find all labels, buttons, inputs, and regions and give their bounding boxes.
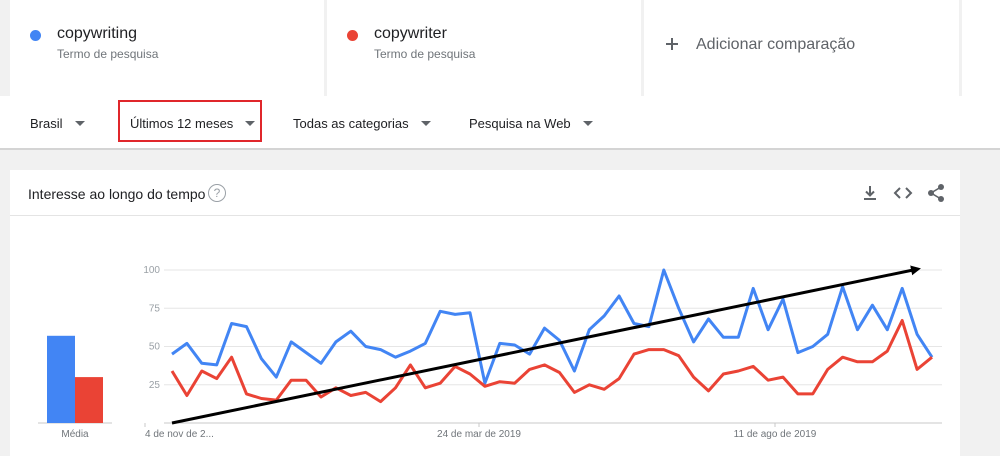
category-label: Todas as categorias <box>293 116 409 131</box>
share-icon[interactable] <box>925 182 947 204</box>
search-type-dropdown[interactable]: Pesquisa na Web <box>469 116 593 131</box>
term-type: Termo de pesquisa <box>374 47 476 61</box>
y-tick-label: 50 <box>149 342 161 353</box>
trend-arrow-annotation <box>171 265 921 425</box>
y-tick-label: 100 <box>143 265 160 276</box>
period-label: Últimos 12 meses <box>130 116 234 131</box>
x-tick-label: 24 de mar de 2019 <box>437 429 521 440</box>
chevron-down-icon <box>74 121 85 127</box>
series-line-copywriting <box>171 268 934 385</box>
term-card-copywriter[interactable]: copywriter Termo de pesquisa <box>327 0 641 96</box>
search-type-label: Pesquisa na Web <box>469 116 571 131</box>
category-dropdown[interactable]: Todas as categorias <box>293 116 431 131</box>
average-label: Média <box>61 429 89 440</box>
y-tick-label: 75 <box>149 303 161 314</box>
region-dropdown[interactable]: Brasil <box>30 116 85 131</box>
average-bar-copywriter <box>75 377 103 423</box>
y-tick-label: 25 <box>149 380 161 391</box>
term-card-spacer <box>962 0 1000 96</box>
term-card-copywriting[interactable]: copywriting Termo de pesquisa <box>10 0 324 96</box>
term-name: copywriting <box>57 25 138 42</box>
chevron-down-icon <box>420 121 431 127</box>
average-bar-copywriting <box>47 335 75 423</box>
add-comparison-label: Adicionar comparação <box>696 36 856 53</box>
help-icon[interactable]: ? <box>208 184 226 202</box>
term-type: Termo de pesquisa <box>57 47 159 61</box>
chevron-down-icon <box>582 121 593 127</box>
interest-chart: 25 50 75 100 4 de nov de 2... 24 de mar de 20… <box>38 265 942 440</box>
period-dropdown[interactable]: Últimos 12 meses <box>130 116 256 131</box>
card-title: Interesse ao longo do tempo <box>28 186 206 202</box>
download-icon[interactable] <box>859 182 881 204</box>
card-header: Interesse ao longo do tempo ? <box>10 170 960 216</box>
period-highlight-annotation <box>118 100 262 142</box>
term-name: copywriter <box>374 25 447 42</box>
series-line-copywriter <box>170 319 933 404</box>
comparison-bar: copywriting Termo de pesquisa copywriter… <box>0 0 1000 96</box>
series-color-dot <box>347 30 358 41</box>
x-tick-label: 4 de nov de 2... <box>145 429 214 440</box>
x-tick-label: 11 de ago de 2019 <box>734 429 817 440</box>
region-label: Brasil <box>30 116 63 131</box>
chevron-down-icon <box>245 121 256 127</box>
interest-over-time-card: Interesse ao longo do tempo ? <box>10 170 960 456</box>
embed-code-icon[interactable] <box>892 182 914 204</box>
plus-icon <box>666 38 678 50</box>
add-comparison-button[interactable]: Adicionar comparação <box>644 0 959 96</box>
series-color-dot <box>30 30 41 41</box>
